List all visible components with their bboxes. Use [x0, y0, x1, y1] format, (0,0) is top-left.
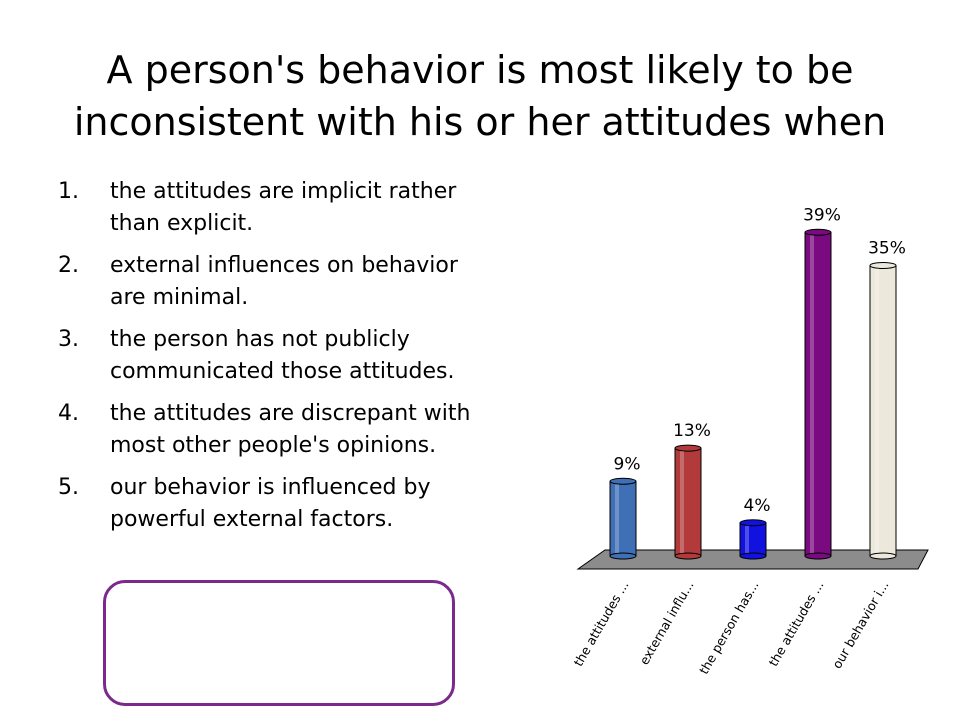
bar-4	[804, 228, 832, 560]
answer-number: 1.	[58, 179, 79, 204]
bar-body-3	[739, 522, 767, 557]
bar-body-5	[869, 265, 897, 557]
bar-2	[674, 444, 702, 560]
answer-text: external influences on behavior are mini…	[110, 253, 458, 310]
data-label-5: 35%	[868, 239, 906, 259]
answer-text: the attitudes are implicit rather than e…	[110, 179, 457, 236]
bar-cap-2	[674, 444, 702, 452]
bar-sheen-5	[875, 268, 879, 553]
answer-text: the attitudes are discrepant with most o…	[110, 401, 471, 458]
bar-3	[739, 519, 767, 560]
bar-base-4	[804, 552, 832, 560]
data-label-4: 39%	[803, 205, 841, 225]
bar-sheen-4	[810, 235, 814, 554]
answer-option-4[interactable]: 4. the attitudes are discrepant with mos…	[58, 398, 478, 462]
bar-sheen-2	[680, 451, 684, 553]
answer-text: our behavior is influenced by powerful e…	[110, 475, 431, 532]
bar-1	[609, 477, 637, 560]
answer-option-1[interactable]: 1. the attitudes are implicit rather tha…	[58, 176, 478, 240]
bar-body-1	[609, 480, 637, 557]
answer-number: 3.	[58, 327, 79, 352]
response-bar-chart: 9%13%4%39%35% the attitudes ... external …	[570, 205, 929, 677]
answer-list: 1. the attitudes are implicit rather tha…	[58, 176, 478, 546]
bar-base-1	[609, 552, 637, 560]
slide-title: A person's behavior is most likely to be…	[73, 48, 887, 144]
answer-option-2[interactable]: 2. external influences on behavior are m…	[58, 250, 478, 314]
data-label-3: 4%	[744, 496, 771, 516]
bar-sheen-1	[615, 484, 619, 553]
category-label-2: external influ...	[636, 578, 696, 667]
answer-number: 2.	[58, 253, 79, 278]
bar-cap-4	[804, 228, 832, 236]
category-label-4: the attitudes ...	[765, 578, 826, 669]
answer-text: the person has not publicly communicated…	[110, 327, 455, 384]
bar-sheen-3	[745, 525, 749, 553]
answer-option-3[interactable]: 3. the person has not publicly communica…	[58, 324, 478, 388]
answer-option-5[interactable]: 5. our behavior is influenced by powerfu…	[58, 472, 478, 536]
correct-answer-highlight	[103, 580, 455, 706]
data-label-1: 9%	[614, 454, 641, 474]
bar-cap-3	[739, 519, 767, 527]
bar-cap-1	[609, 477, 637, 485]
answer-number: 4.	[58, 401, 79, 426]
category-label-1: the attitudes ...	[570, 578, 631, 669]
data-label-2: 13%	[673, 421, 711, 441]
bar-base-2	[674, 552, 702, 560]
bar-cap-5	[869, 262, 897, 269]
bar-5	[869, 262, 897, 560]
category-label-5: our behavior i...	[829, 578, 891, 671]
bar-base-5	[869, 552, 897, 560]
category-label-3: the person has...	[696, 578, 762, 677]
bar-base-3	[739, 552, 767, 560]
bar-body-2	[674, 447, 702, 557]
bar-body-4	[804, 231, 832, 557]
answer-number: 5.	[58, 475, 79, 500]
